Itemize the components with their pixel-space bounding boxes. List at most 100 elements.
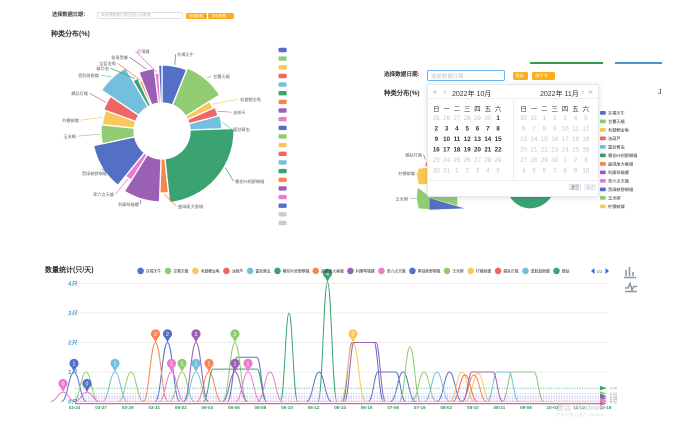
svg-text:2: 2 — [574, 157, 578, 164]
svg-text:26: 26 — [464, 157, 471, 164]
svg-text:11: 11 — [454, 136, 461, 143]
svg-text:25: 25 — [572, 147, 579, 154]
svg-text:1: 1 — [195, 361, 198, 367]
svg-text:21: 21 — [531, 147, 538, 154]
svg-text:富劲膏虫: 富劲膏虫 — [233, 126, 250, 133]
svg-text:26: 26 — [582, 147, 589, 154]
svg-text:四: 四 — [562, 105, 568, 113]
svg-text:08-10: 08-10 — [467, 405, 479, 410]
svg-text:曲绿尾大蚕蛾: 曲绿尾大蚕蛾 — [321, 269, 344, 274]
svg-text:4: 4 — [326, 271, 329, 277]
svg-text:31: 31 — [531, 115, 538, 122]
svg-text:甘薯天蛾: 甘薯天蛾 — [213, 73, 231, 80]
svg-text:15: 15 — [541, 136, 548, 143]
svg-text:19: 19 — [464, 147, 471, 154]
svg-text:嚼花叶蚓野螟蛾: 嚼花叶蚓野螟蛾 — [235, 178, 265, 185]
svg-text:0.34: 0.34 — [610, 392, 617, 396]
svg-text:富劲膏虫: 富劲膏虫 — [255, 269, 270, 274]
svg-text:13: 13 — [520, 136, 527, 143]
svg-text:宽胫眉眼蝶: 宽胫眉眼蝶 — [78, 72, 100, 79]
svg-text:宽胫眉眼蝶: 宽胫眉眼蝶 — [531, 269, 550, 274]
svg-text:六: 六 — [495, 104, 502, 113]
svg-text:1: 1 — [496, 115, 500, 122]
svg-text:28: 28 — [484, 157, 491, 164]
svg-text:30: 30 — [520, 115, 527, 122]
svg-text:30: 30 — [551, 157, 558, 164]
svg-text:06-14: 06-14 — [334, 405, 346, 410]
svg-text:14: 14 — [531, 136, 538, 143]
svg-text:22: 22 — [541, 147, 548, 154]
svg-text:草六点天蛾: 草六点天蛾 — [608, 178, 630, 185]
svg-text:甘薯天蛾: 甘薯天蛾 — [608, 118, 626, 125]
svg-text:12: 12 — [582, 126, 589, 133]
svg-text:8: 8 — [563, 168, 567, 175]
svg-text:9: 9 — [553, 126, 557, 133]
svg-text:尼境蝶: 尼境蝶 — [137, 48, 150, 55]
svg-text:日: 日 — [520, 105, 526, 113]
svg-text:毛婪鳃金龟: 毛婪鳃金龟 — [240, 96, 262, 102]
svg-text:9: 9 — [435, 136, 439, 143]
svg-text:4: 4 — [486, 168, 490, 175]
svg-text:0.17: 0.17 — [610, 399, 617, 403]
svg-text:20: 20 — [474, 147, 481, 154]
svg-text:0.28: 0.28 — [610, 395, 617, 399]
svg-text:8: 8 — [543, 126, 547, 133]
svg-text:3: 3 — [476, 168, 480, 175]
svg-text:1: 1 — [73, 361, 76, 367]
svg-text:07-16: 07-16 — [414, 405, 426, 410]
svg-text:2只: 2只 — [67, 340, 78, 347]
svg-text:3: 3 — [584, 157, 588, 164]
svg-text:1: 1 — [114, 361, 117, 367]
svg-text:1: 1 — [181, 361, 184, 367]
svg-text:四: 四 — [474, 105, 480, 113]
svg-text:精华虫: 精华虫 — [96, 65, 109, 72]
svg-text:7: 7 — [486, 126, 490, 133]
svg-text:27: 27 — [520, 157, 527, 164]
svg-text:蝼蛄: 蝼蛄 — [562, 269, 570, 274]
svg-text:09-06: 09-06 — [520, 405, 532, 410]
svg-text:2: 2 — [234, 332, 237, 338]
svg-text:29: 29 — [495, 157, 502, 164]
svg-text:22: 22 — [495, 147, 502, 154]
svg-text:03-27: 03-27 — [95, 405, 107, 410]
svg-text:30: 30 — [484, 115, 491, 122]
svg-text:0.24: 0.24 — [610, 397, 617, 401]
svg-text:玉米螟: 玉米螟 — [608, 195, 621, 202]
svg-text:1: 1 — [563, 157, 567, 164]
svg-text:21: 21 — [484, 147, 491, 154]
svg-text:曲绿尾大蚕蛾: 曲绿尾大蚕蛾 — [178, 203, 204, 210]
svg-text:1: 1 — [208, 361, 211, 367]
svg-text:31: 31 — [443, 168, 450, 175]
svg-text:08-21: 08-21 — [494, 405, 506, 410]
svg-text:17: 17 — [443, 147, 450, 154]
svg-text:玉米螟: 玉米螟 — [395, 196, 408, 203]
svg-text:柠檬蛱蝶: 柠檬蛱蝶 — [398, 170, 416, 177]
svg-text:2: 2 — [465, 168, 469, 175]
svg-text:24: 24 — [443, 157, 450, 164]
svg-text:草六点天蛾: 草六点天蛾 — [387, 269, 406, 274]
svg-text:利摩琴蛾螺: 利摩琴蛾螺 — [356, 269, 375, 274]
svg-text:黑绿蛱野螟蛾: 黑绿蛱野螟蛾 — [82, 170, 108, 177]
svg-text:5: 5 — [496, 168, 500, 175]
svg-text:0.49: 0.49 — [610, 387, 617, 391]
svg-text:转到"设置"以激活 Windows。: 转到"设置"以激活 Windows。 — [556, 411, 608, 417]
svg-text:19: 19 — [582, 136, 589, 143]
svg-text:玉米螟: 玉米螟 — [452, 269, 464, 274]
svg-text:油葫芦: 油葫芦 — [232, 269, 244, 274]
svg-text:柠檬蛱蝶: 柠檬蛱蝶 — [476, 269, 491, 274]
svg-text:23: 23 — [551, 147, 558, 154]
svg-text:11: 11 — [572, 126, 579, 133]
svg-text:富劲膏虫: 富劲膏虫 — [608, 144, 625, 151]
svg-text:宝蓝金龟: 宝蓝金龟 — [99, 60, 117, 66]
svg-text:28: 28 — [464, 115, 471, 122]
svg-text:利摩琴蛾螺: 利摩琴蛾螺 — [118, 201, 139, 208]
svg-text:五: 五 — [572, 105, 579, 113]
svg-text:20: 20 — [520, 147, 527, 154]
svg-text:6: 6 — [543, 168, 547, 175]
svg-text:4: 4 — [522, 168, 526, 175]
svg-text:1: 1 — [455, 168, 459, 175]
svg-text:7: 7 — [532, 126, 536, 133]
svg-text:0: 0 — [62, 381, 65, 387]
svg-text:6: 6 — [522, 126, 526, 133]
svg-text:5: 5 — [584, 115, 588, 122]
